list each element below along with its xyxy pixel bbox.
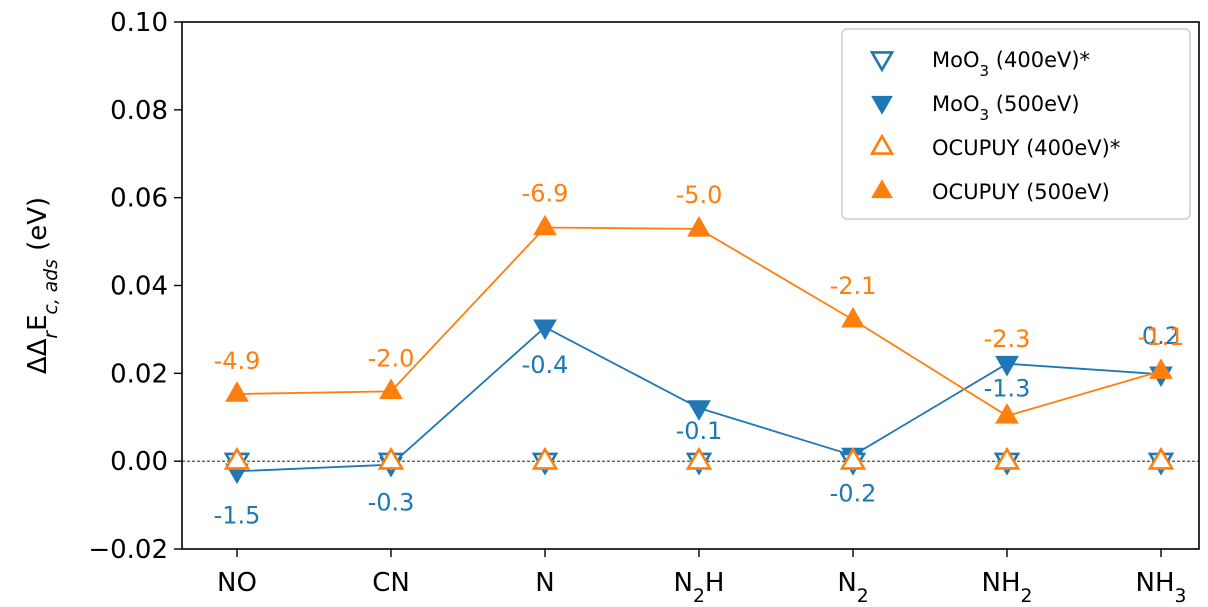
x-tick-label-NH2: NH2 bbox=[982, 568, 1033, 607]
series-2-point-2 bbox=[531, 446, 559, 470]
moo3-500-label-1: -0.3 bbox=[368, 489, 415, 517]
series-3-point-2 bbox=[533, 214, 557, 236]
moo3-500-label-2: -0.4 bbox=[522, 351, 569, 379]
series-markers bbox=[223, 214, 1175, 485]
legend-label-1: MoO3 (500eV) bbox=[932, 92, 1080, 124]
series-2-point-4 bbox=[839, 446, 867, 470]
moo3-500-label-4: -0.2 bbox=[830, 479, 877, 507]
x-tick-label-CN: CN bbox=[372, 568, 410, 598]
y-tick-label: 0.10 bbox=[110, 8, 168, 38]
series-1-point-3 bbox=[687, 400, 711, 421]
y-tick-label: 0.08 bbox=[110, 96, 168, 126]
x-tick-label-N2H: N2H bbox=[674, 568, 725, 607]
ocupuy-500-label-1: -2.0 bbox=[368, 344, 415, 372]
legend-box bbox=[841, 28, 1191, 220]
legend-marker-3 bbox=[871, 179, 893, 199]
y-axis-label: ΔΔrEc, ads (eV) bbox=[23, 197, 62, 374]
y-tick-label: −0.02 bbox=[88, 535, 168, 565]
ocupuy-500-label-2: -6.9 bbox=[522, 180, 569, 208]
y-tick-label: 0.04 bbox=[110, 272, 168, 302]
series-1-point-2 bbox=[533, 319, 557, 341]
series-3-point-5 bbox=[995, 403, 1019, 424]
legend: MoO3 (400eV)* MoO3 (500eV) OCUPUY (400eV)*… bbox=[841, 28, 1191, 220]
series-3-point-6 bbox=[1149, 358, 1173, 379]
y-tick-label: 0.02 bbox=[110, 359, 168, 389]
axes: −0.02 0.00 0.02 0.04 0.06 0.08 0.10 NO CN N N2H N2 N… bbox=[23, 8, 1200, 607]
x-tick-label-NH3: NH3 bbox=[1136, 568, 1187, 607]
ocupuy-500-label-0: -4.9 bbox=[214, 347, 261, 375]
series-1-point-5 bbox=[995, 355, 1019, 377]
series-3-point-3 bbox=[687, 216, 711, 237]
legend-marker-2 bbox=[869, 133, 895, 155]
ocupuy-500-label-6: -1.1 bbox=[1138, 323, 1185, 351]
legend-marker-1 bbox=[871, 95, 893, 115]
series-2-point-6 bbox=[1147, 446, 1175, 470]
moo3-500-label-3: -0.1 bbox=[676, 417, 723, 445]
series-2-point-0 bbox=[223, 446, 251, 470]
x-tick-label-N: N bbox=[535, 568, 554, 598]
series-3-point-4 bbox=[841, 306, 865, 328]
y-tick-label: 0.06 bbox=[110, 184, 168, 214]
moo3-500-label-0: -1.5 bbox=[214, 501, 261, 529]
series-2-point-1 bbox=[377, 446, 405, 470]
ocupuy-500-label-3: -5.0 bbox=[676, 181, 723, 209]
moo3-500-label-5: -1.3 bbox=[984, 375, 1031, 403]
x-tick-label-NO: NO bbox=[217, 568, 257, 598]
y-axis-label-group: ΔΔrEc, ads (eV) bbox=[23, 197, 62, 374]
series-3-point-0 bbox=[225, 381, 249, 402]
series-2-point-3 bbox=[685, 446, 713, 470]
moo3-500-label-6: 0.2 bbox=[1142, 322, 1180, 350]
series-3-point-1 bbox=[379, 378, 403, 400]
series-2-point-5 bbox=[993, 446, 1021, 470]
legend-label-2: OCUPUY (400eV)* bbox=[932, 136, 1120, 160]
ocupuy-500-label-4: -2.1 bbox=[830, 272, 877, 300]
y-tick-label: 0.00 bbox=[110, 447, 168, 477]
legend-label-3: OCUPUY (500eV) bbox=[932, 180, 1110, 204]
ocupuy-500-label-5: -2.3 bbox=[984, 325, 1031, 353]
data-labels: -1.5 -0.3 -0.4 -0.1 -0.2 -1.3 0.2 -4.9 -2.0 -6.9 -… bbox=[214, 180, 1185, 530]
x-tick-label-N2: N2 bbox=[837, 568, 868, 607]
legend-label-0: MoO3 (400eV)* bbox=[932, 48, 1090, 80]
legend-marker-0 bbox=[869, 51, 895, 73]
